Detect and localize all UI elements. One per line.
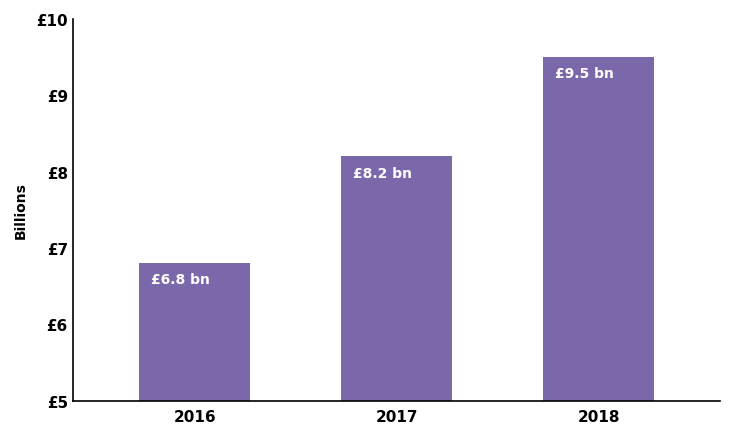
Bar [139,264,250,401]
Bar [543,58,655,401]
Bar [341,157,452,401]
Text: £9.5 bn: £9.5 bn [556,67,614,81]
Text: £8.2 bn: £8.2 bn [353,166,413,180]
Text: £6.8 bn: £6.8 bn [151,273,210,287]
Y-axis label: Billions: Billions [14,182,28,239]
